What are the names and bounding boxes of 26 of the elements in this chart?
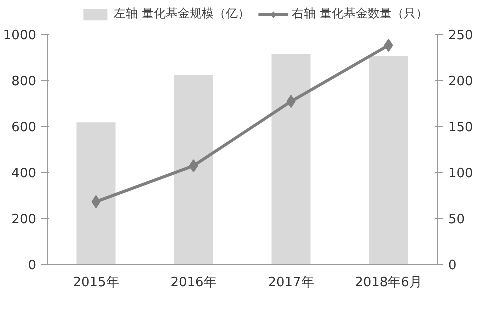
y-tick-label: 600 <box>12 120 37 136</box>
bar <box>174 74 214 264</box>
y2-tick-label: 250 <box>448 28 474 44</box>
y-tick-label: 200 <box>12 212 37 228</box>
bar <box>272 54 311 264</box>
y2-tick-label: 50 <box>448 212 466 228</box>
x-tick-label: 2015年 <box>73 276 120 290</box>
y2-tick-label: 150 <box>448 120 474 136</box>
bar <box>76 122 116 264</box>
bar <box>369 56 408 264</box>
y-tick-label: 0 <box>28 258 37 274</box>
y-tick-label: 800 <box>12 74 37 90</box>
x-tick-label: 2017年 <box>268 276 314 290</box>
legend-label: 右轴 量化基金数量（只） <box>292 6 428 22</box>
y2-tick-label: 0 <box>448 258 457 274</box>
y2-tick-label: 200 <box>448 74 474 90</box>
legend-label: 左轴 量化基金规模（亿） <box>114 6 250 22</box>
point <box>286 95 296 108</box>
y2-tick-label: 100 <box>448 166 474 182</box>
x-tick-label: 2016年 <box>170 276 217 290</box>
point <box>92 195 101 208</box>
point <box>189 160 198 173</box>
y-tick-label: 400 <box>12 166 37 182</box>
y-tick-label: 1000 <box>3 28 37 44</box>
x-tick-label: 2018年6月 <box>355 276 422 290</box>
point <box>384 39 394 52</box>
